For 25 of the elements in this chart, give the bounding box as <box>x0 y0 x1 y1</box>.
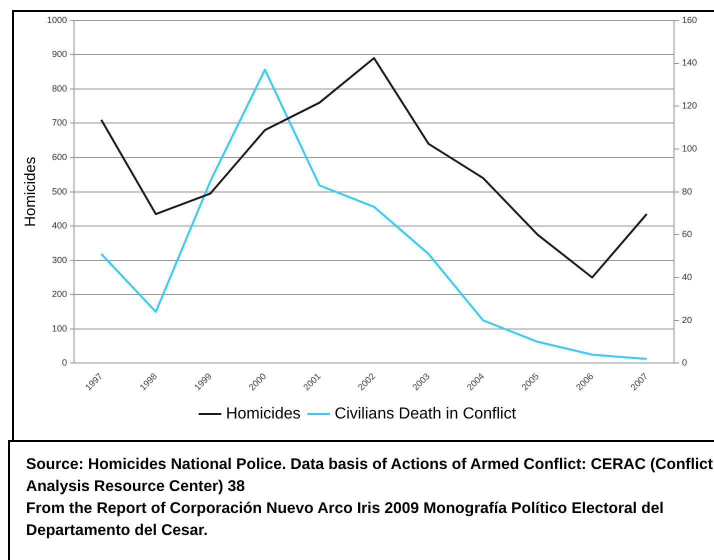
y2-tick-label: 0 <box>682 358 687 368</box>
legend-label: Homicides <box>226 405 301 422</box>
y2-tick-label: 40 <box>682 272 692 282</box>
y-tick-label: 700 <box>52 118 68 128</box>
y-tick-label: 200 <box>52 289 68 300</box>
y-axis-title: Homicides <box>22 156 40 227</box>
y-tick-label: 1000 <box>46 14 68 25</box>
y-tick-label: 100 <box>52 323 68 334</box>
y2-tick-label: 140 <box>682 58 698 68</box>
source-note: Source: Homicides National Police. Data basis of Actions of Armed Conflict: CERAC (Conflict Analysis Resource Center) 38 <box>26 455 714 497</box>
y2-tick-label: 80 <box>682 186 692 196</box>
y2-tick-label: 100 <box>682 143 698 154</box>
y2-tick-label: 160 <box>682 14 698 25</box>
y-tick-label: 900 <box>52 49 68 60</box>
y-tick-label: 600 <box>52 152 68 162</box>
y-tick-label: 400 <box>52 220 68 231</box>
y-tick-label: 0 <box>62 358 68 368</box>
y-tick-label: 500 <box>52 186 68 196</box>
text: From the Report of Corporación Nuevo Arco Iris 2009 Monografía Político Electoral del Departamento del Cesar. <box>26 499 665 541</box>
y2-tick-label: 120 <box>682 100 698 111</box>
legend-label: Civilians Death in Conflict <box>334 405 517 422</box>
y2-tick-label: 20 <box>682 314 692 325</box>
y-tick-label: 300 <box>52 254 68 265</box>
y2-tick-label: 60 <box>682 229 692 240</box>
y-tick-label: 800 <box>52 83 68 94</box>
